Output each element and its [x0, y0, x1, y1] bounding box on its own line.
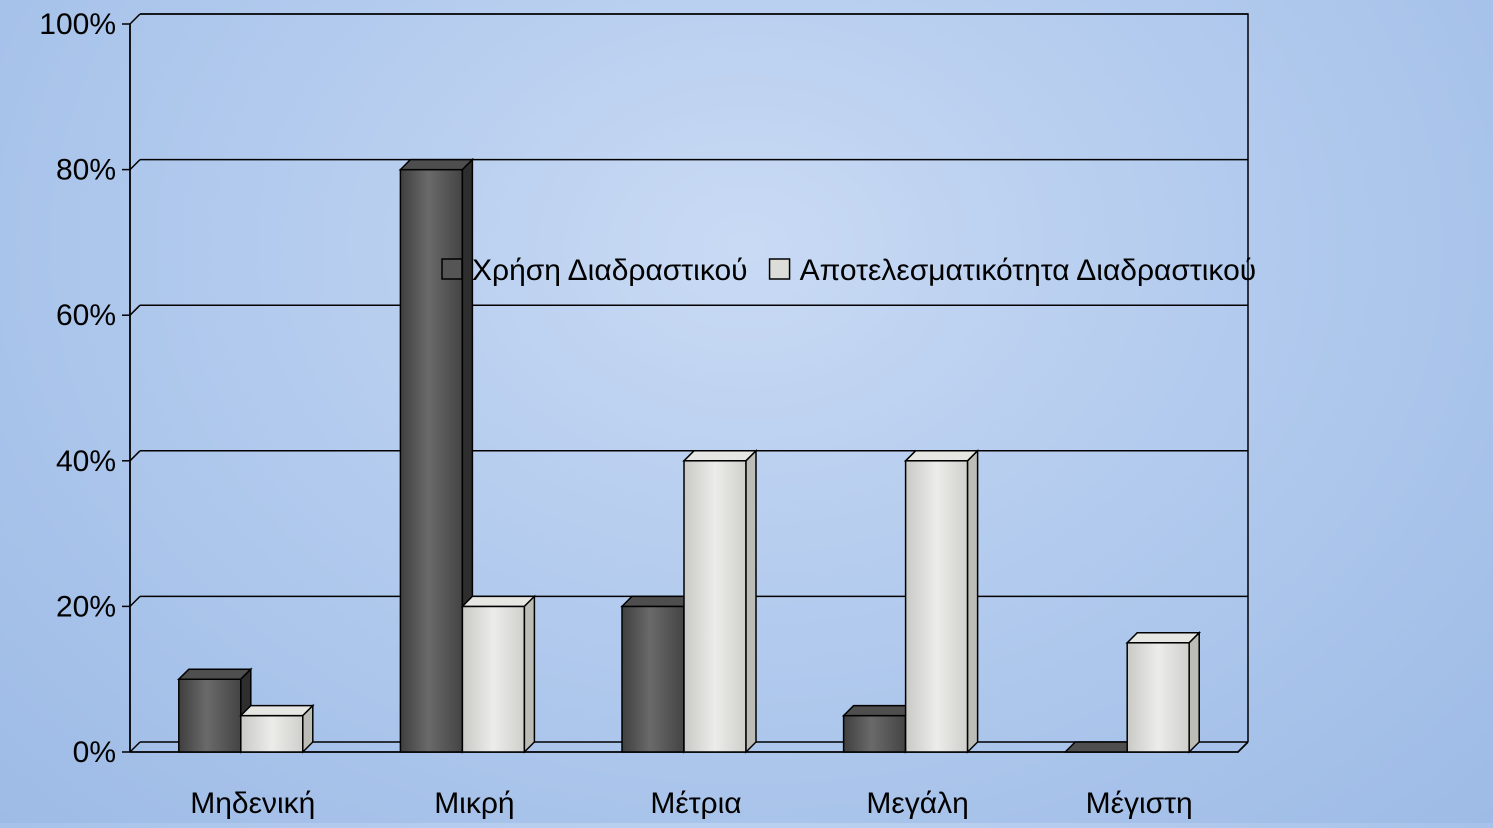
bar-top: [841, 704, 918, 717]
bar-effectiveness-2: [682, 448, 758, 754]
gridline-side: [129, 741, 141, 753]
bar-side: [523, 594, 536, 754]
bar-front: [683, 460, 747, 753]
x-category-label: Μέτρια: [650, 787, 741, 820]
bar-usage-4: [1063, 741, 1140, 753]
x-category-label: Μέγιστη: [1086, 787, 1193, 820]
y-tick-label: 80%: [56, 154, 116, 187]
legend-swatch: [768, 258, 791, 280]
bar-usage-1: [398, 157, 475, 754]
y-tick-label: 100%: [39, 8, 116, 41]
bar-top: [176, 668, 253, 680]
gridline-side: [129, 159, 141, 171]
y-tick-label: 40%: [56, 445, 116, 478]
bar-front: [904, 460, 969, 753]
bar-front: [842, 714, 907, 753]
bar-top: [903, 450, 980, 462]
bar-front: [461, 605, 526, 753]
x-category-label: Μικρή: [434, 787, 514, 820]
bar-front: [399, 168, 464, 753]
bar-side: [745, 448, 757, 754]
bar-front: [1126, 642, 1190, 753]
bar-effectiveness-1: [460, 594, 537, 754]
bar-usage-2: [620, 594, 696, 754]
bar-top: [682, 450, 758, 462]
x-category-label: Μεγάλη: [866, 787, 968, 820]
bar-top: [620, 595, 696, 608]
bar-top: [460, 595, 537, 608]
bar-usage-3: [841, 703, 918, 754]
bar-front: [621, 605, 685, 753]
y-tick-label: 0%: [73, 736, 116, 769]
bar-side: [1188, 630, 1200, 754]
gridline-side: [129, 595, 141, 607]
bar-top: [1125, 632, 1202, 644]
bar-effectiveness-0: [238, 703, 315, 754]
x-category-label: Μηδενική: [190, 787, 315, 820]
bar-effectiveness-4: [1125, 630, 1202, 754]
bar-top: [1063, 741, 1140, 753]
bar-side: [966, 448, 979, 754]
bar-top: [398, 158, 475, 171]
bar-front: [240, 714, 304, 753]
bar-front: [178, 678, 242, 753]
legend-label: Χρήση Διαδραστικού: [472, 254, 748, 287]
y-tick-label: 20%: [56, 590, 116, 623]
bar-effectiveness-3: [903, 448, 980, 754]
bar-side: [302, 703, 314, 754]
legend-swatch: [441, 258, 463, 280]
gridline-side: [129, 13, 141, 25]
bar-top: [238, 704, 315, 717]
gridline-side: [129, 450, 141, 462]
bar-usage-0: [176, 667, 253, 754]
y-tick-label: 60%: [56, 299, 116, 332]
legend-label: Αποτελεσματικότητα Διαδραστικού: [800, 254, 1257, 287]
gridline-side: [129, 304, 141, 316]
